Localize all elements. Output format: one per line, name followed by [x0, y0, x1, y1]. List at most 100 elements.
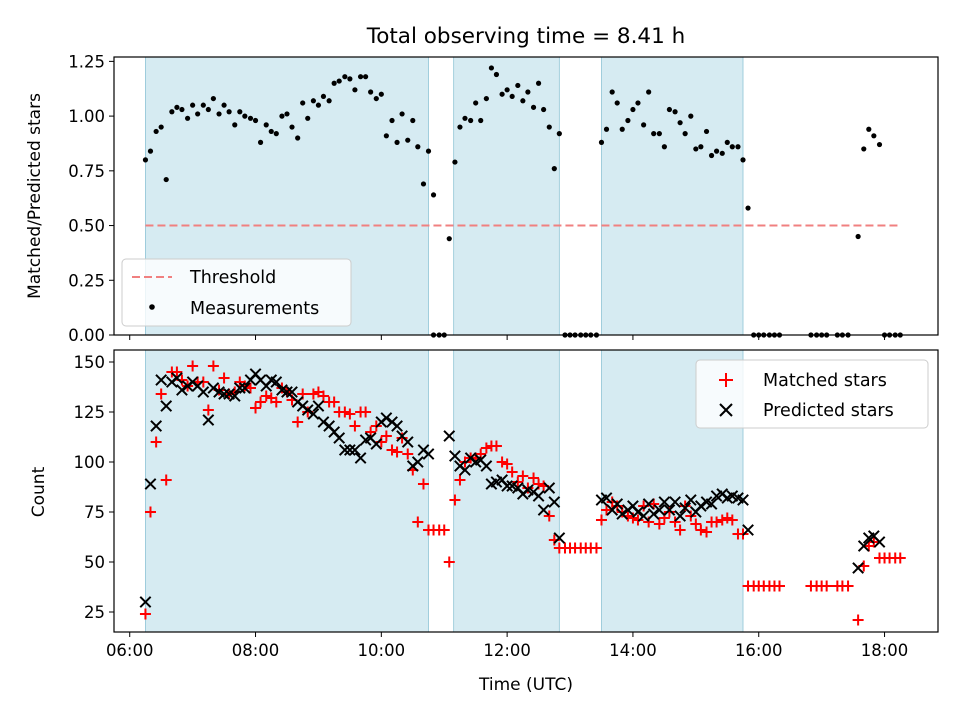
matched-star-point	[218, 372, 230, 384]
measurement-point	[541, 106, 547, 113]
measurement-point	[703, 128, 710, 135]
matched-star-point	[653, 518, 665, 530]
matched-star-point	[490, 440, 502, 452]
measurement-point	[509, 93, 515, 100]
predicted-star-point	[281, 386, 293, 398]
top-y-ticks: 0.00 0.25 0.50 0.75 1.00 1.25	[68, 52, 114, 345]
measurement-point	[363, 74, 369, 80]
measurement-point	[420, 181, 427, 187]
predicted-star-point	[317, 416, 330, 428]
predicted-star-point	[674, 510, 687, 522]
matched-star-point	[454, 474, 466, 486]
measurement-point	[740, 157, 746, 163]
bottom-y-axis-label: Count	[29, 466, 49, 517]
matched-star-point	[317, 390, 329, 402]
predicted-star-point	[658, 496, 671, 508]
measurement-point	[331, 80, 337, 86]
predicted-star-point	[873, 536, 886, 548]
measurement-point	[535, 80, 542, 86]
measurement-point	[200, 102, 206, 108]
predicted-star-point	[233, 382, 246, 394]
predicted-star-point	[611, 498, 624, 510]
matched-star-point	[701, 526, 713, 538]
matched-star-point	[443, 556, 455, 568]
predicted-star-point	[160, 400, 173, 412]
measurement-point	[682, 131, 688, 137]
shaded-interval-1	[453, 56, 560, 336]
matched-star-point	[674, 524, 686, 536]
y-tick-label: 50	[84, 553, 105, 572]
measurement-point	[310, 98, 316, 104]
measurement-point	[247, 115, 254, 121]
matched-star-point	[402, 448, 414, 460]
matched-star-point	[197, 376, 209, 388]
y-tick-label: 1.25	[68, 52, 105, 71]
bottom-panel: 25 50 75 100 125 150 06:00 08:00 10:00 12:00 14:0…	[29, 349, 939, 695]
measurement-point	[210, 95, 216, 102]
predicted-star-point	[669, 496, 681, 508]
measurement-point	[169, 109, 175, 115]
bottom-series-layer	[139, 360, 906, 626]
matched-star-point	[250, 402, 262, 414]
predicted-star-point	[333, 432, 346, 444]
predicted-star-point	[307, 408, 320, 420]
measurement-point	[378, 91, 384, 97]
chart-title: Total observing time = 8.41 h	[366, 24, 686, 49]
matched-star-point	[590, 542, 602, 554]
predicted-star-point	[228, 390, 241, 402]
matched-star-point	[270, 396, 282, 408]
x-axis-label: Time (UTC)	[478, 675, 573, 695]
measurement-point	[871, 133, 877, 139]
predicted-star-point	[176, 384, 188, 396]
shaded-interval-1	[453, 349, 560, 633]
predicted-star-point	[286, 386, 298, 398]
matched-star-point	[679, 500, 691, 512]
bottom-shaded-intervals	[145, 349, 744, 633]
predicted-star-point	[202, 414, 215, 426]
measurement-point	[342, 74, 348, 80]
measurement-point	[142, 157, 149, 163]
matched-star-point	[669, 516, 681, 528]
predicted-star-point	[647, 508, 660, 520]
predicted-star-point	[238, 382, 251, 394]
matched-star-point	[894, 552, 906, 564]
predicted-star-point	[170, 372, 183, 384]
y-tick-label: 0.25	[68, 271, 105, 290]
measurement-point	[504, 87, 510, 93]
measurement-point	[713, 148, 720, 154]
x-tick-label: 06:00	[106, 641, 154, 660]
measurement-point	[646, 89, 652, 95]
x-tick-label: 14:00	[609, 641, 657, 660]
matched-star-point	[496, 456, 508, 468]
measurement-point	[483, 95, 489, 102]
predicted-star-point	[653, 504, 666, 516]
matched-star-point	[260, 390, 272, 402]
measurement-point	[708, 152, 715, 159]
matched-star-point	[663, 506, 675, 518]
legend-matched-label: Matched stars	[763, 371, 887, 391]
predicted-star-point	[543, 482, 556, 494]
matched-star-point	[344, 408, 356, 420]
predicted-star-point	[679, 502, 692, 514]
measurement-point	[641, 122, 647, 128]
predicted-star-point	[449, 450, 461, 462]
predicted-star-point	[684, 494, 697, 506]
matched-star-point	[695, 524, 707, 536]
measurement-point	[630, 106, 636, 113]
matched-star-point	[595, 514, 607, 526]
matched-star-point	[501, 458, 513, 470]
measurement-point	[179, 106, 185, 113]
legend-matched-swatch	[719, 373, 733, 387]
measurement-point	[719, 150, 725, 156]
matched-star-point	[292, 416, 304, 428]
measurement-point	[698, 144, 704, 150]
measurement-point	[609, 89, 615, 95]
matched-star-point	[821, 580, 833, 592]
y-tick-label: 25	[84, 603, 105, 622]
legend-predicted-swatch	[719, 403, 733, 417]
measurement-point	[405, 137, 411, 143]
measurement-point	[693, 146, 699, 152]
predicted-star-point	[600, 492, 613, 504]
measurement-point	[478, 117, 484, 124]
measurement-point	[656, 131, 662, 137]
